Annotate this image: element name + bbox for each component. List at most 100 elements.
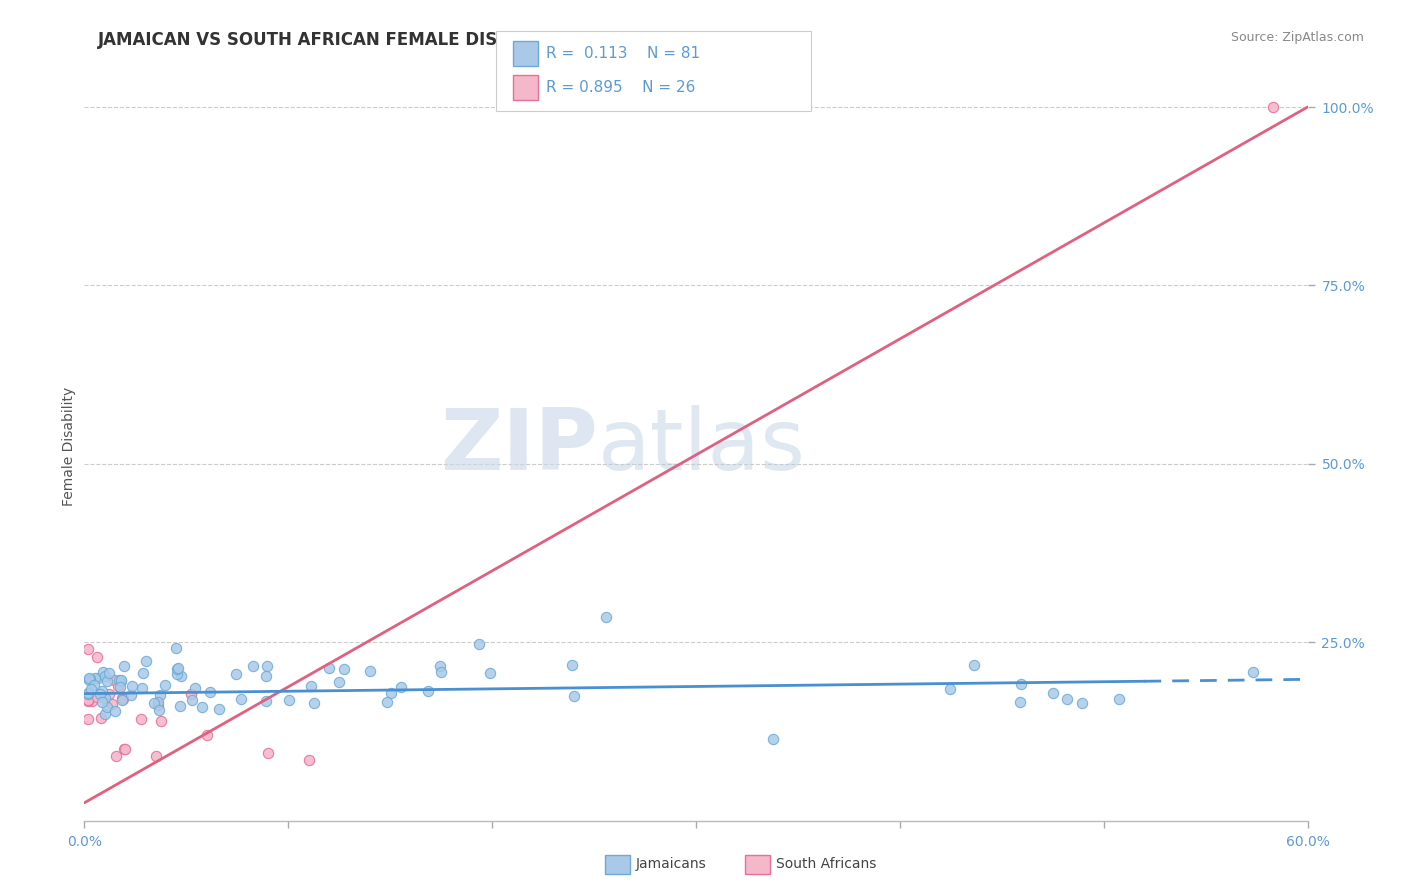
Point xyxy=(278,692,301,706)
Point xyxy=(1056,691,1078,706)
Point xyxy=(301,679,323,693)
Point xyxy=(359,664,381,678)
Point xyxy=(114,659,136,673)
Point xyxy=(107,680,129,694)
Text: ZIP: ZIP xyxy=(440,404,598,488)
Point xyxy=(318,661,340,675)
Point xyxy=(1008,695,1031,709)
Point xyxy=(132,666,155,681)
Point xyxy=(129,712,152,726)
Y-axis label: Female Disability: Female Disability xyxy=(62,386,76,506)
Point xyxy=(97,666,120,681)
Point xyxy=(79,673,101,687)
Point xyxy=(131,681,153,695)
Point xyxy=(120,688,142,702)
Point xyxy=(169,698,191,713)
Point xyxy=(112,742,135,756)
Point xyxy=(380,686,402,700)
Point xyxy=(146,695,169,709)
Point xyxy=(242,659,264,673)
Point xyxy=(328,675,350,690)
Point xyxy=(1042,686,1064,700)
Point xyxy=(104,749,127,764)
Point xyxy=(114,742,136,756)
Point xyxy=(1261,100,1284,114)
Point xyxy=(184,681,207,695)
Point xyxy=(77,672,100,686)
Point xyxy=(94,691,117,706)
Point xyxy=(153,678,176,692)
Point xyxy=(256,669,278,683)
Point xyxy=(166,662,188,676)
Point xyxy=(166,667,188,681)
Point xyxy=(83,677,105,691)
Point xyxy=(96,674,118,689)
Point xyxy=(298,753,321,767)
Point xyxy=(145,749,167,764)
Point xyxy=(121,679,143,693)
Point xyxy=(80,681,103,696)
Text: South Africans: South Africans xyxy=(776,857,876,871)
Point xyxy=(77,712,100,726)
Point xyxy=(191,699,214,714)
Point xyxy=(225,667,247,681)
Point xyxy=(180,688,202,702)
Point xyxy=(595,610,617,624)
Point xyxy=(939,681,962,696)
Point xyxy=(170,669,193,683)
Point xyxy=(97,687,120,701)
Point xyxy=(77,642,100,657)
Point xyxy=(143,696,166,710)
Point xyxy=(90,711,112,725)
Point xyxy=(1241,665,1264,680)
Point xyxy=(1010,677,1032,691)
Point xyxy=(86,671,108,685)
Point xyxy=(302,696,325,710)
Point xyxy=(561,657,583,672)
Point xyxy=(83,672,105,686)
Point xyxy=(167,661,190,675)
Point xyxy=(231,692,253,706)
Point xyxy=(963,657,986,672)
Point xyxy=(108,673,131,687)
Point xyxy=(257,746,280,760)
Point xyxy=(148,703,170,717)
Point xyxy=(82,694,104,708)
Point xyxy=(468,637,491,651)
Point xyxy=(94,707,117,722)
Point xyxy=(90,683,112,698)
Point xyxy=(146,698,169,713)
Point xyxy=(377,695,399,709)
Point xyxy=(108,680,131,694)
Text: Source: ZipAtlas.com: Source: ZipAtlas.com xyxy=(1230,31,1364,45)
Point xyxy=(198,685,221,699)
Text: R =  0.113    N = 81: R = 0.113 N = 81 xyxy=(546,46,700,61)
Point xyxy=(1108,692,1130,706)
Point xyxy=(165,640,187,655)
Text: atlas: atlas xyxy=(598,404,806,488)
Point xyxy=(110,691,132,706)
Point xyxy=(111,693,134,707)
Point xyxy=(112,691,135,706)
Point xyxy=(256,658,278,673)
Text: JAMAICAN VS SOUTH AFRICAN FEMALE DISABILITY CORRELATION CHART: JAMAICAN VS SOUTH AFRICAN FEMALE DISABIL… xyxy=(98,31,776,49)
Point xyxy=(762,731,785,746)
Point xyxy=(96,700,118,714)
Text: Jamaicans: Jamaicans xyxy=(636,857,706,871)
Point xyxy=(104,704,127,718)
Point xyxy=(103,673,125,688)
Point xyxy=(181,693,204,707)
Point xyxy=(86,649,108,664)
Point xyxy=(430,665,453,679)
Point xyxy=(150,714,173,728)
Point xyxy=(89,687,111,701)
Point xyxy=(149,688,172,702)
Point xyxy=(478,666,501,681)
Point xyxy=(429,659,451,673)
Point xyxy=(90,695,112,709)
Point xyxy=(94,669,117,683)
Point xyxy=(93,665,115,679)
Point xyxy=(77,687,100,701)
Point xyxy=(77,686,100,700)
Point xyxy=(101,697,124,711)
